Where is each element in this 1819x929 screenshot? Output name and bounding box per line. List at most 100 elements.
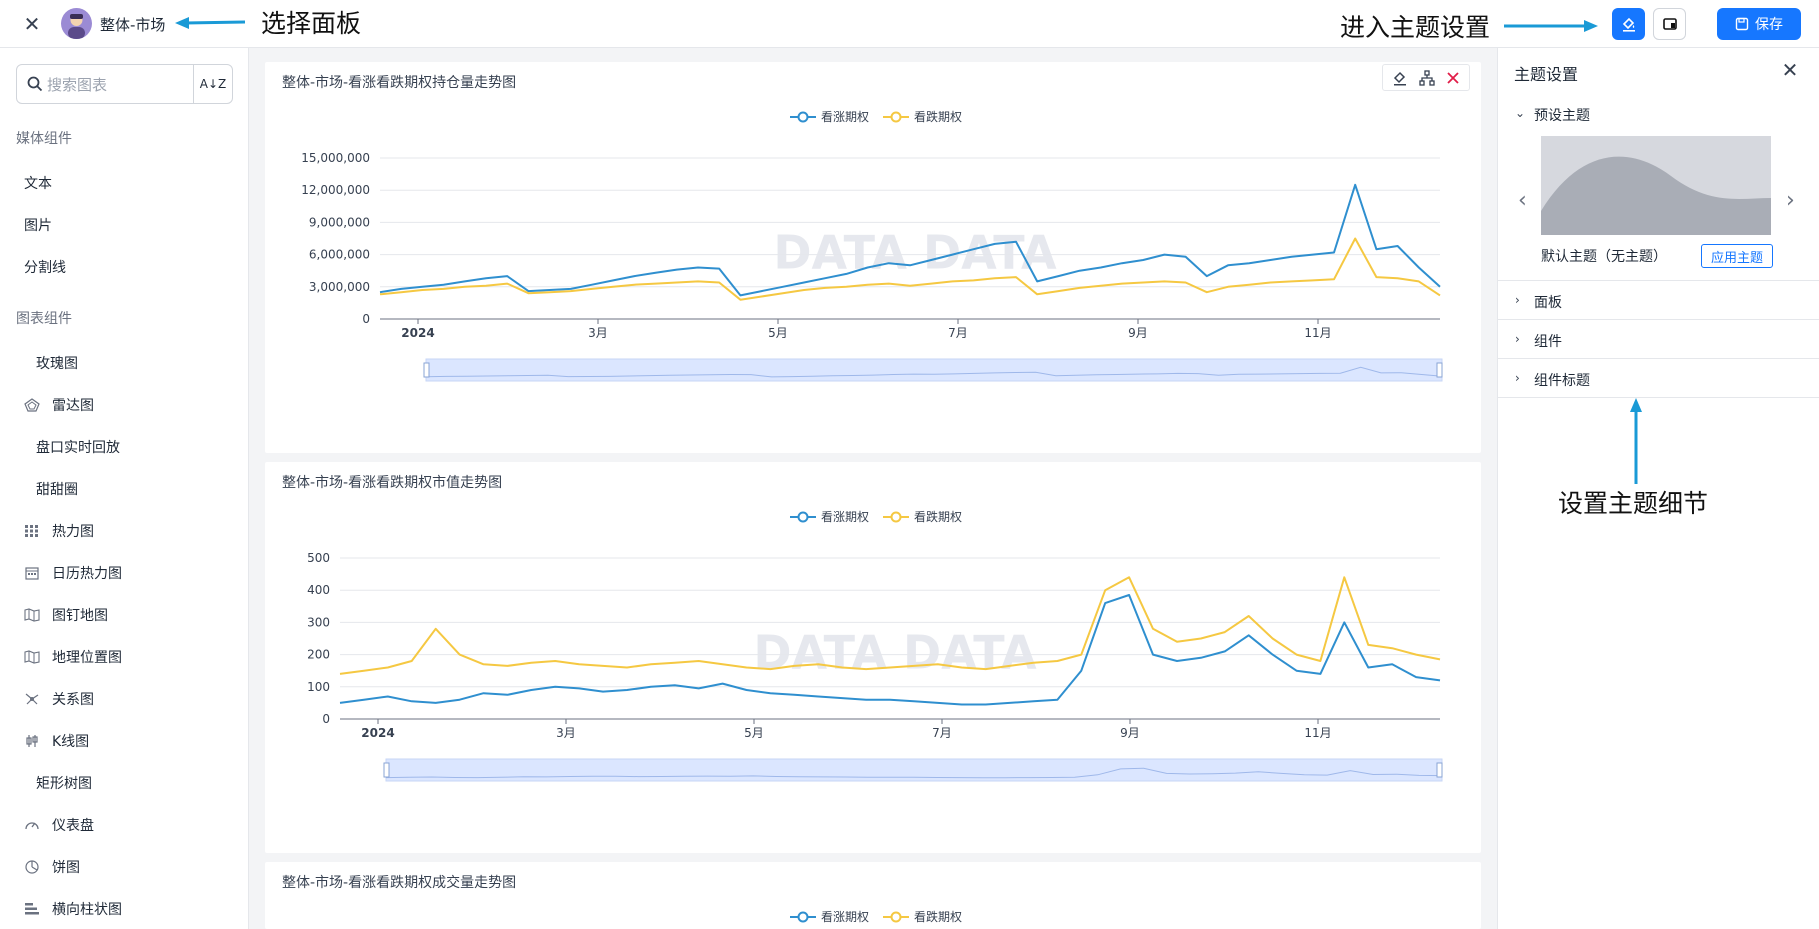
legend-call-marker [790,911,816,922]
y-tick-label: 9,000,000 [309,215,370,229]
legend-label: 看涨期权 [821,110,870,124]
next-theme-arrow[interactable]: › [1786,188,1795,213]
y-tick-label: 6,000,000 [309,248,370,262]
accordion-panel[interactable]: › 面板 [1498,281,1819,320]
legend-item-call[interactable]: 看涨期权 [790,908,869,925]
sidebar-item-label: 横向柱状图 [52,902,122,918]
preview-button[interactable] [1653,8,1686,40]
panel-avatar[interactable] [61,8,92,39]
sidebar-item-label: 饼图 [52,860,80,876]
sidebar-item-image[interactable]: 图片 [0,206,248,244]
chart-card-volume[interactable]: 整体-市场-看涨看跌期权成交量走势图 看涨期权 看跌期权 [265,862,1481,929]
save-button[interactable]: 保存 [1717,8,1801,40]
sidebar-item-rose[interactable]: 玫瑰图 [0,344,248,382]
legend-call-marker [790,111,816,122]
pie-icon [25,860,39,874]
series-line-call [379,183,1441,297]
annotation-select-panel: 选择面板 [261,9,362,38]
chevron-right-icon: › [1515,332,1520,346]
chart-legend: 看涨期权 看跌期权 [790,508,962,525]
hierarchy-icon[interactable] [1419,69,1435,86]
sidebar-item-label: 雷达图 [52,398,94,414]
theme-name: 默认主题（无主题） [1541,249,1667,265]
accordion-component-title[interactable]: › 组件标题 [1498,359,1819,398]
card-toolbar [1382,64,1470,91]
close-icon[interactable] [1446,71,1460,85]
theme-settings-button[interactable] [1612,8,1645,40]
legend-item-put[interactable]: 看跌期权 [883,908,962,925]
sidebar-item-replay[interactable]: 盘口实时回放 [0,428,248,466]
datazoom-handle-right [1436,362,1443,378]
sidebar-item-heatmap[interactable]: 热力图 [0,512,248,550]
search-icon [27,76,43,92]
legend-item-call[interactable]: 看涨期权 [790,508,869,525]
datazoom-sparkline [425,366,1443,378]
series-line-put [379,237,1441,301]
legend-put-marker [883,911,910,922]
x-tick-label: 5月 [744,726,764,740]
y-tick-label: 15,000,000 [301,151,370,165]
legend-item-put[interactable]: 看跌期权 [883,108,962,125]
sidebar-item-label: 仪表盘 [52,818,94,834]
sidebar-item-divider[interactable]: 分割线 [0,248,248,286]
candlestick-icon [26,735,38,747]
datazoom-slider [385,758,1443,782]
x-tick-label: 11月 [1304,726,1331,740]
sidebar-item-label: 热力图 [52,524,94,540]
theme-panel-close-button[interactable]: ✕ [1778,58,1802,82]
radar-icon [24,398,40,412]
sidebar-item-text[interactable]: 文本 [0,164,248,202]
y-tick-label: 200 [307,648,330,662]
annotation-enter-theme: 进入主题设置 [1340,13,1491,42]
legend-item-put[interactable]: 看跌期权 [883,508,962,525]
sidebar-item-treemap[interactable]: 矩形树图 [0,764,248,802]
sidebar-item-donut[interactable]: 甜甜圈 [0,470,248,508]
sidebar-item-hbar[interactable]: 横向柱状图 [0,890,248,928]
sidebar-item-kline[interactable]: K线图 [0,722,248,760]
x-tick-label: 11月 [1304,326,1331,340]
legend-label: 看跌期权 [914,910,963,924]
hbar-icon [25,903,39,915]
close-editor-button[interactable]: ✕ [20,12,44,36]
y-tick-label: 0 [362,312,370,326]
x-tick-label: 5月 [768,326,788,340]
paint-bucket-icon[interactable] [1392,70,1408,86]
series-line-put [339,576,1441,675]
accordion-preset-themes[interactable]: ⌄ 预设主题 [1498,94,1819,133]
legend-item-call[interactable]: 看涨期权 [790,108,869,125]
sidebar-item-gauge[interactable]: 仪表盘 [0,806,248,844]
sort-az-icon: A↓Z [199,77,227,91]
accordion-label: 预设主题 [1534,108,1590,124]
apply-theme-button[interactable]: 应用主题 [1701,244,1773,268]
x-tick-label: 2024 [401,326,434,340]
sidebar-item-label: 文本 [24,176,52,192]
component-sidebar: A↓Z 媒体组件 文本 图片 分割线 图表组件 玫瑰图 雷达图 盘口实时回放 甜… [0,48,249,929]
sidebar-item-radar[interactable]: 雷达图 [0,386,248,424]
accordion-component[interactable]: › 组件 [1498,320,1819,359]
prev-theme-arrow[interactable]: ‹ [1518,188,1527,213]
arrow-right-annotation [1504,20,1598,32]
sidebar-item-pie[interactable]: 饼图 [0,848,248,886]
datazoom-handle-left [383,762,390,778]
theme-settings-panel: 主题设置 ✕ ⌄ 预设主题 ‹ › 默认主题（无主题） 应用主题 › 面板 › … [1497,48,1819,929]
sidebar-item-pin-map[interactable]: 图钉地图 [0,596,248,634]
chart-card-market-value[interactable]: 整体-市场-看涨看跌期权市值走势图 看涨期权 看跌期权 DATA DATA 0 10… [265,462,1481,853]
sort-button[interactable]: A↓Z [193,64,233,104]
chart-legend: 看涨期权 看跌期权 [790,908,962,925]
section-title-charts: 图表组件 [16,311,72,327]
chart-legend: 看涨期权 看跌期权 [790,108,962,125]
sidebar-item-graph[interactable]: 关系图 [0,680,248,718]
panel-selector[interactable]: 整体-市场 [100,16,166,34]
chart-card-open-interest[interactable]: 整体-市场-看涨看跌期权持仓量走势图 看涨期权 看跌期权 DATA DATA 0 3… [265,62,1481,453]
legend-call-marker [790,511,816,522]
legend-label: 看跌期权 [914,510,963,524]
sidebar-item-calendar-heatmap[interactable]: 日历热力图 [0,554,248,592]
theme-preview-thumbnail[interactable] [1541,136,1771,235]
y-tick-label: 12,000,000 [301,183,370,197]
sidebar-item-geo-map[interactable]: 地理位置图 [0,638,248,676]
search-input[interactable] [47,74,187,96]
accordion-label: 组件 [1534,334,1562,350]
x-tick-label: 7月 [948,326,968,340]
watermark: DATA DATA [753,626,1037,680]
card-title: 整体-市场-看涨看跌期权成交量走势图 [282,875,517,891]
